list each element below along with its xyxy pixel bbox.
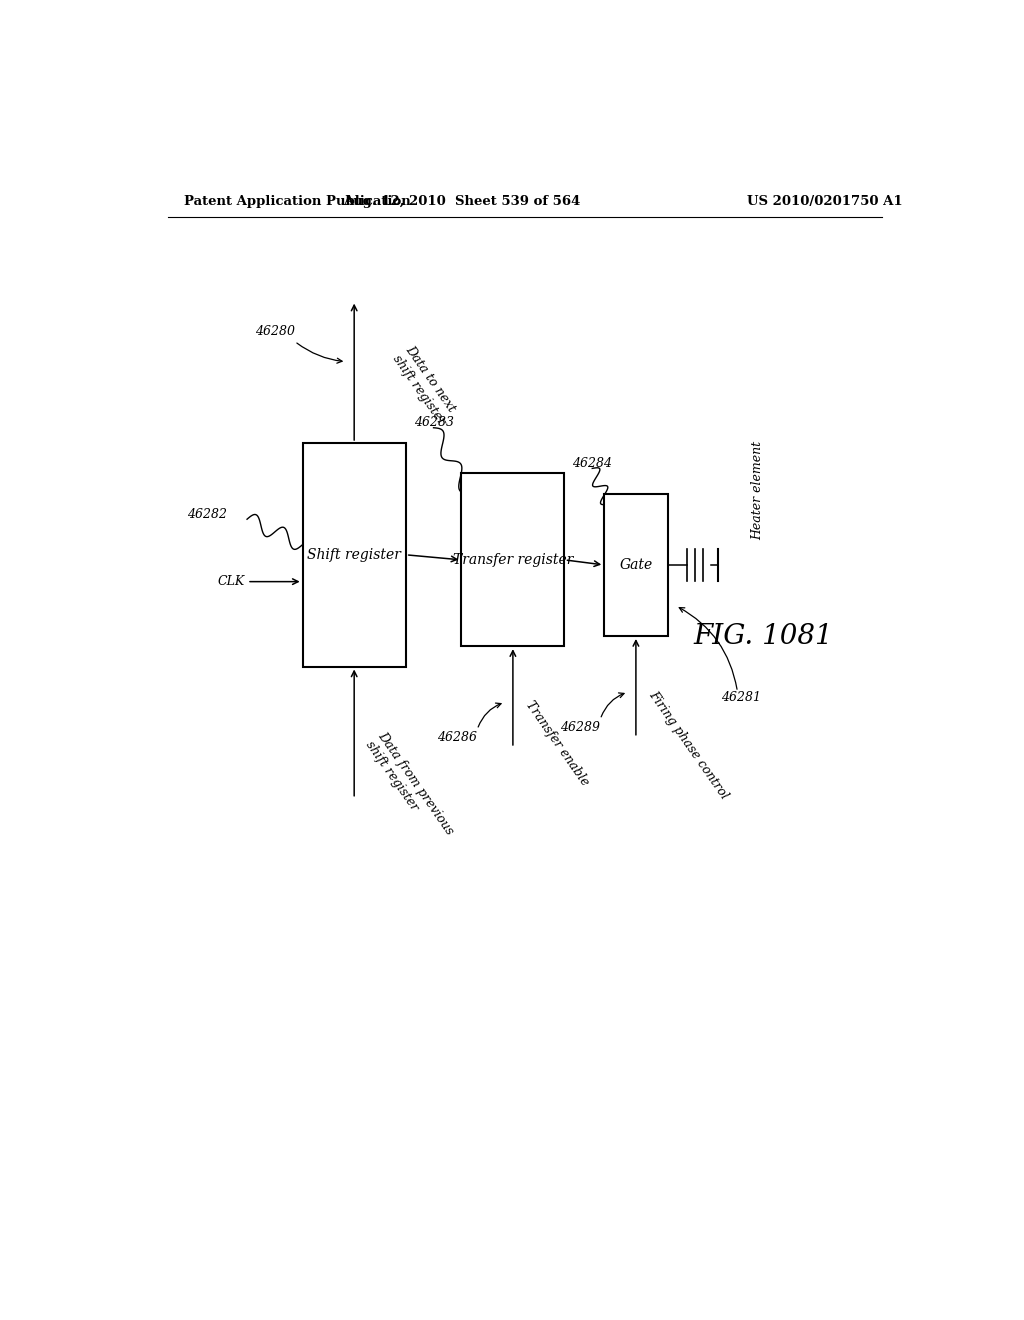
Text: Gate: Gate	[620, 558, 652, 572]
Text: Data to next
shift register: Data to next shift register	[390, 343, 461, 426]
Text: Patent Application Publication: Patent Application Publication	[183, 194, 411, 207]
Text: FIG. 1081: FIG. 1081	[693, 623, 833, 649]
Text: 46283: 46283	[414, 416, 454, 429]
Text: Transfer register: Transfer register	[453, 553, 573, 566]
Text: Data from previous
shift register: Data from previous shift register	[362, 730, 456, 846]
Text: Firing phase control: Firing phase control	[646, 688, 731, 801]
Text: 46281: 46281	[722, 690, 762, 704]
Text: CLK: CLK	[217, 576, 245, 589]
Text: 46282: 46282	[187, 508, 227, 520]
Text: 46284: 46284	[572, 457, 612, 470]
Text: Heater element: Heater element	[751, 441, 764, 540]
Text: Shift register: Shift register	[307, 548, 401, 562]
Text: US 2010/0201750 A1: US 2010/0201750 A1	[748, 194, 902, 207]
Bar	[461, 474, 564, 647]
Text: Aug. 12, 2010  Sheet 539 of 564: Aug. 12, 2010 Sheet 539 of 564	[343, 194, 580, 207]
Text: 46280: 46280	[255, 325, 295, 338]
Bar	[303, 444, 406, 667]
Text: 46289: 46289	[560, 721, 600, 734]
Bar	[604, 494, 668, 636]
Text: Transfer enable: Transfer enable	[523, 698, 592, 788]
Text: 46286: 46286	[437, 731, 477, 744]
